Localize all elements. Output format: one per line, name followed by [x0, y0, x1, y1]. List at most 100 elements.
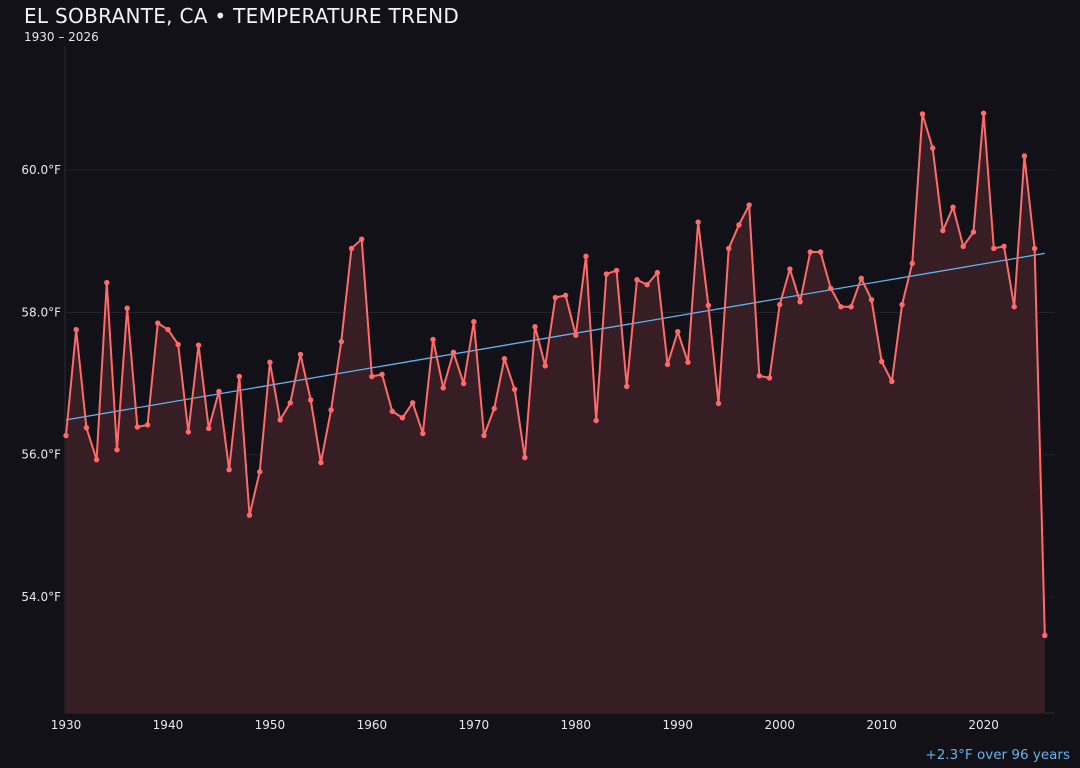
data-point: [226, 466, 232, 473]
data-point: [909, 260, 915, 267]
y-tick-label: 58.0°F: [21, 305, 61, 319]
data-point: [654, 269, 661, 276]
x-tick-label: 2000: [764, 718, 795, 732]
data-point: [155, 320, 161, 326]
data-point: [746, 202, 752, 208]
data-point: [991, 245, 997, 252]
data-point: [206, 425, 212, 432]
data-point: [736, 222, 742, 228]
data-point: [481, 432, 487, 439]
data-point: [980, 110, 987, 116]
data-point: [399, 415, 406, 421]
data-point: [450, 349, 457, 356]
x-tick-label: 1950: [255, 718, 286, 732]
data-point: [940, 227, 946, 234]
data-point: [950, 204, 956, 210]
data-point: [593, 417, 599, 424]
data-point: [868, 296, 875, 303]
data-point: [929, 145, 936, 151]
data-point: [420, 430, 426, 437]
data-point: [308, 397, 314, 403]
data-point: [675, 328, 681, 335]
data-point: [685, 359, 691, 365]
x-tick-label: 1980: [561, 718, 592, 732]
data-point: [124, 305, 130, 311]
data-point: [1021, 153, 1028, 159]
data-point: [766, 375, 773, 381]
data-point: [328, 407, 334, 413]
data-point: [848, 304, 854, 310]
data-point: [257, 469, 263, 475]
data-point: [287, 400, 294, 406]
data-point: [756, 373, 763, 379]
data-point: [430, 336, 436, 343]
x-tick-label: 1930: [51, 718, 82, 732]
data-point: [338, 338, 344, 345]
data-point: [797, 299, 803, 305]
x-tick-label: 1990: [662, 718, 693, 732]
x-tick-label: 2020: [968, 718, 999, 732]
data-point: [664, 361, 671, 368]
data-point: [1042, 632, 1048, 639]
data-point: [471, 319, 477, 325]
data-point: [185, 429, 192, 435]
data-point: [858, 275, 864, 282]
data-point: [960, 243, 966, 249]
data-point: [460, 380, 467, 387]
data-point: [532, 323, 538, 330]
data-point: [267, 359, 273, 365]
data-point: [501, 356, 508, 362]
data-point: [603, 271, 610, 277]
data-point: [63, 432, 69, 439]
data-point: [175, 341, 181, 348]
data-point: [246, 512, 253, 518]
data-point: [899, 301, 905, 308]
data-point: [73, 326, 79, 333]
data-point: [827, 285, 834, 291]
chart-subtitle: 1930 – 2026: [24, 30, 99, 44]
data-point: [583, 253, 589, 259]
data-point: [93, 457, 100, 463]
data-point: [695, 219, 701, 225]
data-point: [195, 342, 202, 348]
series-area: [66, 113, 1045, 714]
chart-title: EL SOBRANTE, CA • TEMPERATURE TREND: [24, 4, 460, 28]
data-point: [318, 459, 324, 466]
data-point: [624, 383, 630, 390]
data-point: [552, 294, 559, 301]
data-point: [838, 304, 844, 310]
data-point: [144, 422, 151, 428]
data-point: [644, 282, 650, 288]
data-point: [562, 292, 569, 299]
data-point: [491, 405, 497, 412]
x-tick-label: 2010: [866, 718, 897, 732]
data-point: [297, 351, 304, 358]
data-point: [807, 249, 813, 255]
y-tick-label: 56.0°F: [21, 448, 61, 462]
data-point: [777, 301, 783, 308]
data-point: [104, 279, 110, 286]
data-point: [83, 425, 90, 431]
x-tick-label: 1960: [357, 718, 388, 732]
data-point: [613, 267, 620, 274]
data-point: [705, 302, 712, 309]
data-point: [542, 363, 548, 369]
trend-line: [65, 252, 1045, 421]
data-point: [379, 371, 385, 378]
data-point: [726, 245, 732, 252]
data-point: [358, 236, 365, 242]
data-point: [165, 326, 171, 333]
data-point: [889, 378, 895, 385]
data-point: [522, 454, 528, 461]
data-point: [236, 373, 243, 380]
data-point: [970, 229, 977, 235]
data-point: [878, 358, 885, 365]
data-point: [511, 386, 518, 392]
data-point: [1001, 243, 1007, 249]
data-point: [114, 447, 120, 453]
data-point: [787, 266, 793, 272]
data-point: [369, 373, 375, 380]
data-point: [1011, 304, 1017, 310]
data-point: [409, 400, 416, 406]
